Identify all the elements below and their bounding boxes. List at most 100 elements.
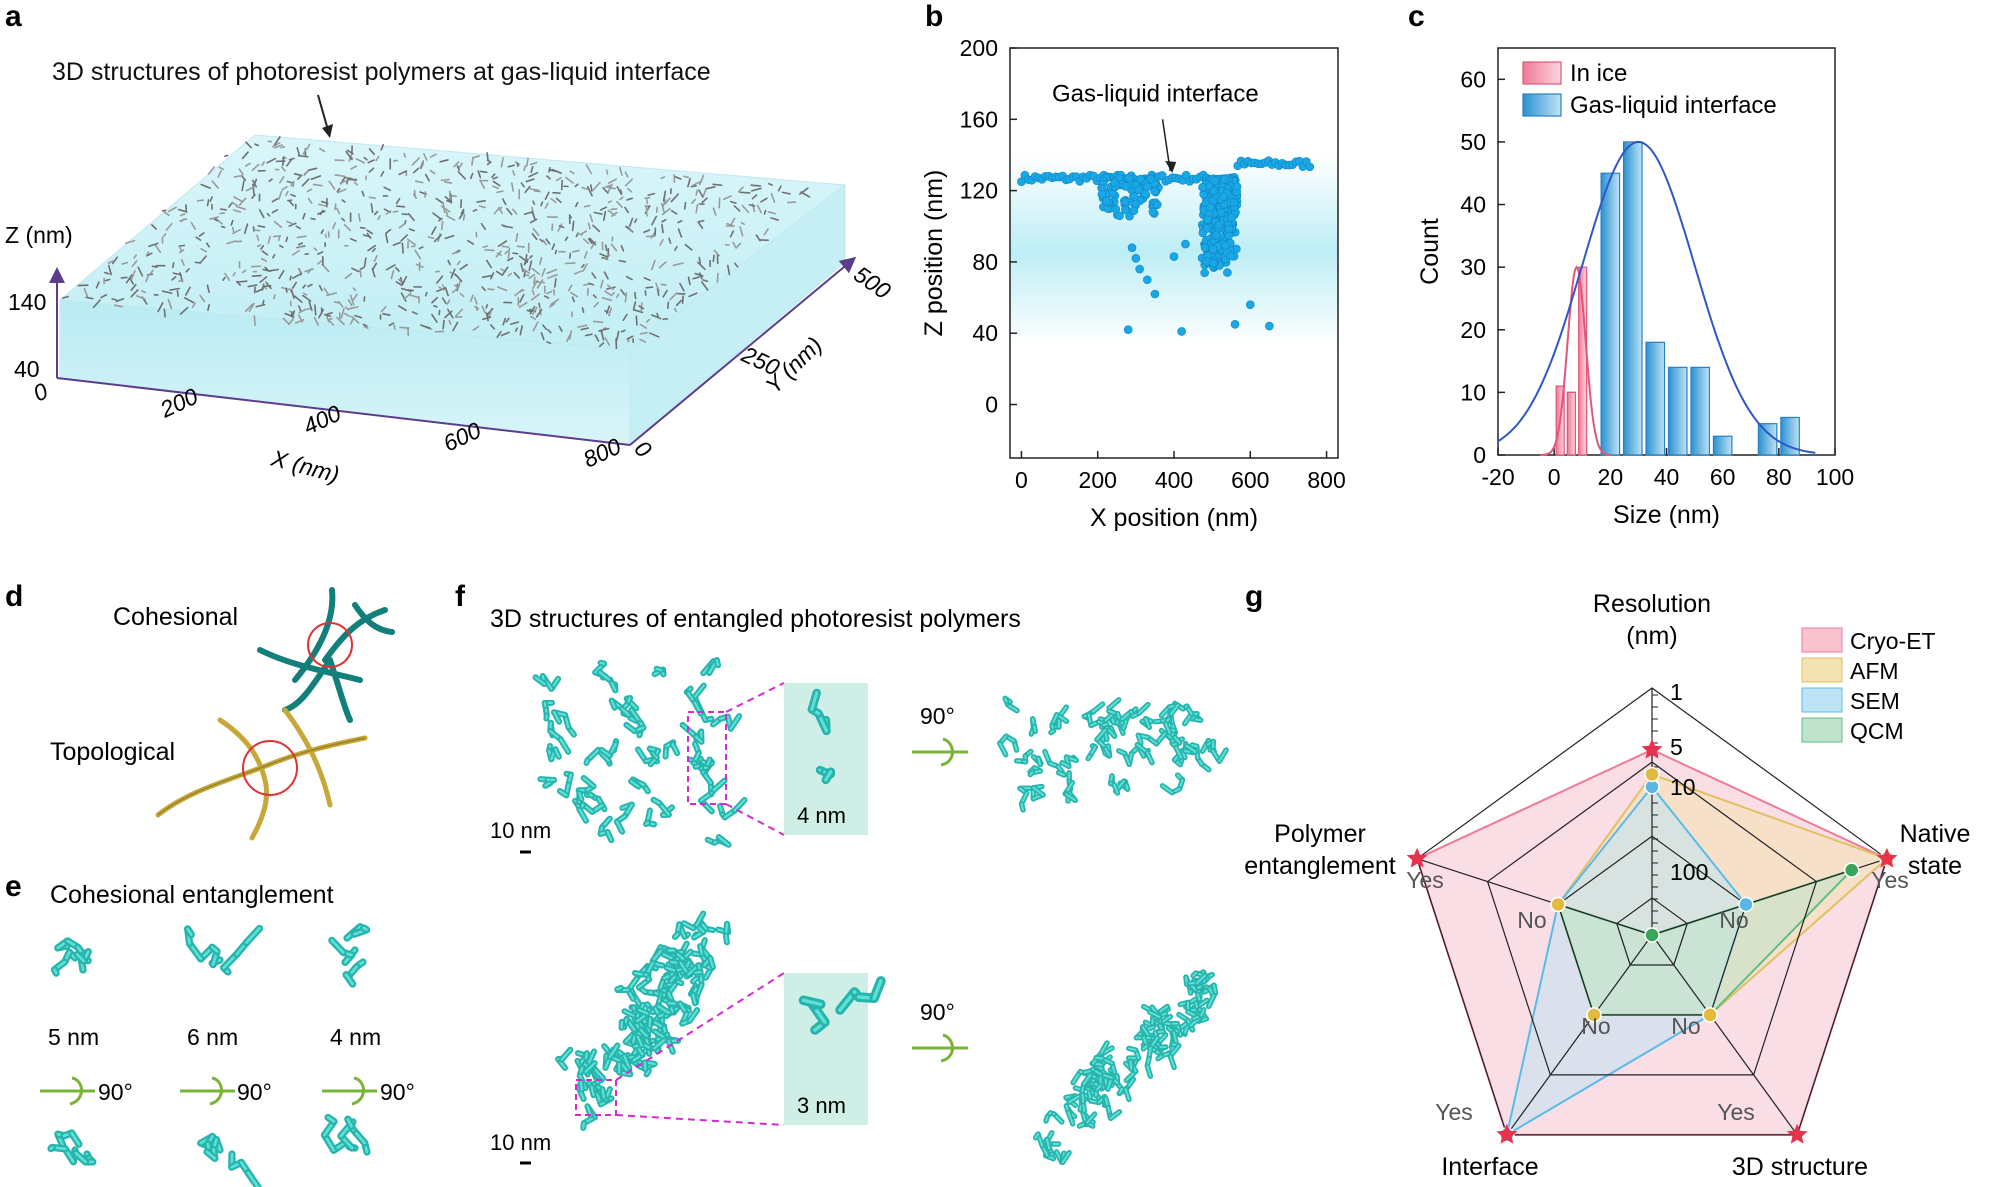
radar-spoke (1416, 858, 1653, 936)
radar-value-label: Yes (1717, 1099, 1755, 1125)
radar-spoke (1506, 934, 1653, 1136)
polymer-speck (385, 210, 392, 215)
x-tick-label: 200 (1079, 467, 1117, 493)
blob-f-top-highlight (655, 667, 662, 672)
polymer-speck (302, 212, 306, 220)
radar-grid-ring (1416, 687, 1888, 1136)
polymer-speck (488, 310, 492, 317)
polymer-speck (469, 172, 474, 180)
cluster-a-point (1134, 185, 1143, 195)
blob-top-highlight (245, 927, 261, 945)
polymer-speck (280, 286, 290, 291)
blob-f-bottom-highlight (694, 971, 702, 974)
polymer-speck (624, 206, 630, 214)
polymer-speck (257, 225, 266, 228)
polymer-speck (336, 316, 345, 326)
blob-f-top-rot-highlight (1137, 734, 1142, 744)
polymer-speck (442, 202, 446, 214)
polymer-speck (651, 215, 658, 226)
polymer-speck (307, 283, 313, 288)
polymer-speck (306, 143, 311, 150)
polymer-speck (298, 245, 304, 249)
polymer-speck (542, 239, 547, 246)
cluster-b-point (1209, 186, 1219, 196)
polymer-speck (373, 254, 378, 263)
blob-f-bottom-highlight (638, 1008, 649, 1015)
polymer-speck (398, 278, 403, 283)
legend-swatch (1801, 687, 1843, 713)
blob-f-top-highlight (729, 715, 741, 730)
polymer-speck (429, 153, 437, 158)
isolated-point (1265, 321, 1274, 331)
polymer-speck (327, 317, 333, 321)
blob-f-bottom-highlight (699, 945, 703, 956)
polymer-speck (266, 212, 271, 217)
panel-label-f: f (455, 580, 465, 613)
radar-axis-label: state (1908, 852, 1962, 880)
polymer-speck (683, 175, 690, 179)
blob-f-top-rot-highlight (1029, 771, 1034, 776)
polymer-speck (220, 225, 226, 229)
blob-f-top-rot-highlight (1008, 705, 1018, 712)
blob-top-highlight (75, 953, 86, 963)
polymer-speck (368, 167, 375, 173)
polymer-speck (705, 185, 716, 190)
cohesional-highlight (307, 622, 353, 668)
blob-f-bottom-rot-highlight (1192, 1015, 1199, 1020)
polymer-speck (664, 197, 671, 205)
polymer-speck (712, 254, 715, 263)
polymer-speck (359, 266, 365, 271)
legend-label: SEM (1850, 688, 1900, 714)
y-tick-label: 20 (1460, 317, 1486, 343)
polymer-speck (165, 222, 173, 231)
polymer-speck (211, 180, 219, 189)
polymer-speck (236, 280, 248, 283)
cohesional-strands (257, 587, 395, 723)
blob-f-top-highlight (655, 749, 660, 754)
polymer-speck (593, 301, 600, 308)
radar-star-marker (1786, 1123, 1808, 1144)
cluster-b-point (1229, 198, 1239, 208)
polymer-speck (436, 287, 446, 293)
polymer-speck (326, 315, 330, 323)
polymer-speck (581, 186, 588, 190)
polymer-speck (489, 324, 496, 330)
polymer-speck (458, 162, 463, 169)
cluster-b-point (1202, 257, 1211, 266)
polymer-speck (530, 165, 534, 174)
polymer-speck (645, 286, 654, 289)
polymer-speck (655, 206, 659, 213)
polymer-speck (702, 279, 709, 283)
y-tick-label: 0 (985, 392, 998, 418)
label-cohesional: Cohesional (113, 603, 238, 631)
polymer-speck (648, 332, 660, 338)
polymer-speck (95, 281, 100, 289)
isolated-point (1230, 320, 1240, 329)
x-axis-title: Size (nm) (1613, 501, 1720, 529)
zoom-box-bottom (575, 1079, 617, 1116)
polymer-speck (737, 186, 744, 193)
polymer-speck (302, 292, 308, 296)
polymer-speck (218, 166, 225, 171)
legend-swatch (1801, 657, 1843, 683)
polymer-speck (500, 331, 510, 337)
polymer-speck (564, 236, 569, 242)
polymer-speck (683, 201, 687, 210)
panel-label-a: a (5, 0, 22, 33)
blob-f-top-highlight (623, 703, 628, 708)
blob-f-bottom-rot-highlight (1083, 1070, 1091, 1074)
blob-f-top-highlight (671, 743, 679, 755)
polymer-speck (163, 308, 166, 318)
polymer-speck (462, 213, 466, 221)
polymer-speck (297, 154, 309, 158)
cluster-b-point (1220, 174, 1229, 184)
polymer-speck (294, 318, 305, 324)
rotation-icons-f (912, 737, 968, 1063)
blob-f-top-highlight (652, 798, 661, 805)
polymer-speck (448, 319, 452, 326)
polymer-speck (219, 208, 228, 211)
polymer-speck (244, 162, 251, 167)
y-tick-label: 200 (960, 35, 998, 61)
radar-axis-label: 3D structure (1732, 1153, 1868, 1181)
legend-swatch (1522, 61, 1562, 85)
